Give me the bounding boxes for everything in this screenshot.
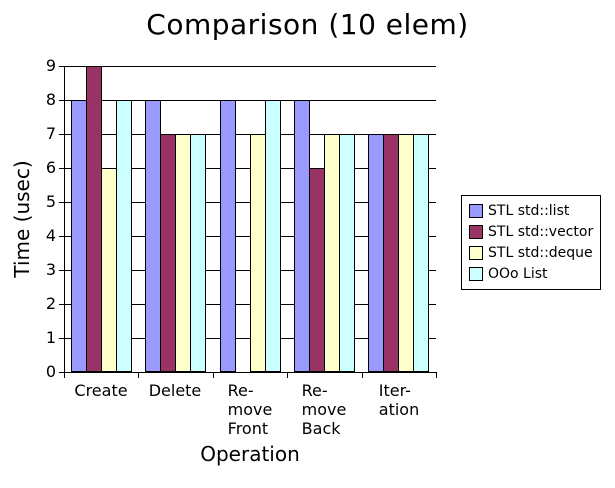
bar-ooo-list-cat1 bbox=[190, 134, 206, 372]
x-tick-1 bbox=[138, 373, 139, 378]
bar-stl-std-list-cat4 bbox=[368, 134, 384, 372]
y-tick-label-1: 1 bbox=[45, 328, 56, 347]
category-label-0: Create bbox=[74, 381, 128, 400]
legend-label-0: STL std::list bbox=[488, 203, 570, 219]
bar-stl-std-vector-cat0 bbox=[86, 66, 102, 372]
y-tick-label-7: 7 bbox=[45, 124, 56, 143]
bar-ooo-list-cat0 bbox=[116, 100, 132, 372]
y-tick-8 bbox=[59, 100, 64, 101]
y-axis-line bbox=[64, 66, 65, 373]
bar-ooo-list-cat2 bbox=[265, 100, 281, 372]
y-tick-9 bbox=[59, 66, 64, 67]
bar-stl-std-deque-cat2 bbox=[250, 134, 266, 372]
category-label-3: Re- move Back bbox=[301, 381, 347, 438]
x-axis-label: Operation bbox=[200, 442, 300, 466]
x-tick-5 bbox=[436, 373, 437, 378]
bar-stl-std-deque-cat3 bbox=[324, 134, 340, 372]
y-tick-label-6: 6 bbox=[45, 158, 56, 177]
bar-stl-std-list-cat2 bbox=[220, 100, 236, 372]
y-tick-label-3: 3 bbox=[45, 260, 56, 279]
x-tick-3 bbox=[287, 373, 288, 378]
x-tick-2 bbox=[213, 373, 214, 378]
y-tick-label-0: 0 bbox=[45, 362, 56, 381]
y-tick-7 bbox=[59, 134, 64, 135]
y-tick-3 bbox=[59, 270, 64, 271]
legend-label-2: STL std::deque bbox=[488, 245, 593, 261]
category-slot-0: Create bbox=[64, 381, 138, 400]
chart-title: Comparison (10 elem) bbox=[146, 8, 469, 41]
bar-stl-std-vector-cat3 bbox=[309, 168, 325, 372]
legend-item-1: STL std::vector bbox=[469, 224, 600, 240]
bar-stl-std-deque-cat1 bbox=[175, 134, 191, 372]
y-tick-label-8: 8 bbox=[45, 90, 56, 109]
bar-stl-std-list-cat1 bbox=[145, 100, 161, 372]
x-tick-4 bbox=[362, 373, 363, 378]
legend-label-1: STL std::vector bbox=[488, 224, 594, 240]
y-tick-label-4: 4 bbox=[45, 226, 56, 245]
legend-label-3: OOo List bbox=[488, 266, 548, 282]
bar-stl-std-vector-cat1 bbox=[160, 134, 176, 372]
bar-stl-std-list-cat0 bbox=[71, 100, 87, 372]
y-tick-5 bbox=[59, 202, 64, 203]
bar-stl-std-vector-cat4 bbox=[383, 134, 399, 372]
y-tick-label-5: 5 bbox=[45, 192, 56, 211]
y-tick-2 bbox=[59, 304, 64, 305]
bar-stl-std-deque-cat0 bbox=[101, 168, 117, 372]
bar-ooo-list-cat4 bbox=[413, 134, 429, 372]
y-tick-label-2: 2 bbox=[45, 294, 56, 313]
legend-swatch-2 bbox=[469, 246, 483, 260]
y-tick-6 bbox=[59, 168, 64, 169]
legend-swatch-0 bbox=[469, 204, 483, 218]
category-label-1: Delete bbox=[148, 381, 202, 400]
y-tick-0 bbox=[59, 372, 64, 373]
gridline-y8 bbox=[64, 100, 436, 101]
legend-item-0: STL std::list bbox=[469, 203, 600, 219]
gridline-y9 bbox=[64, 66, 436, 67]
category-slot-1: Delete bbox=[138, 381, 212, 400]
category-slot-2: Re- move Front bbox=[213, 381, 287, 438]
category-slot-4: Iter- ation bbox=[362, 381, 436, 419]
category-label-2: Re- move Front bbox=[227, 381, 273, 438]
y-tick-1 bbox=[59, 338, 64, 339]
category-label-4: Iter- ation bbox=[378, 381, 420, 419]
bar-stl-std-deque-cat4 bbox=[398, 134, 414, 372]
legend-item-2: STL std::deque bbox=[469, 245, 600, 261]
category-slot-3: Re- move Back bbox=[287, 381, 361, 438]
bar-stl-std-list-cat3 bbox=[294, 100, 310, 372]
legend-swatch-3 bbox=[469, 267, 483, 281]
legend-swatch-1 bbox=[469, 225, 483, 239]
y-tick-label-9: 9 bbox=[45, 56, 56, 75]
x-axis-line bbox=[64, 372, 437, 373]
x-tick-0 bbox=[64, 373, 65, 378]
y-tick-4 bbox=[59, 236, 64, 237]
bar-ooo-list-cat3 bbox=[339, 134, 355, 372]
legend-item-3: OOo List bbox=[469, 266, 600, 282]
